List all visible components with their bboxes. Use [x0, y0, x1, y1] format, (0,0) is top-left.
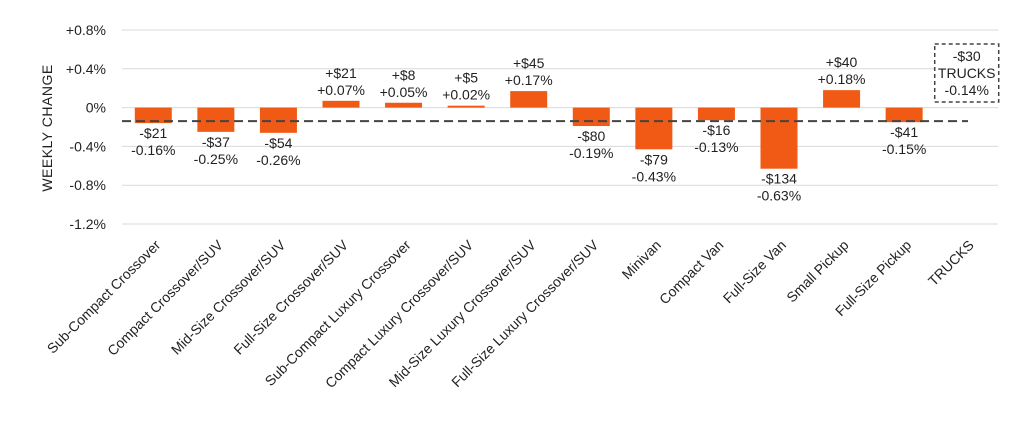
data-label-dollar: +$21 — [325, 65, 357, 81]
trucks-callout-dollar: -$30 — [953, 48, 981, 64]
data-label-pct: -0.16% — [131, 142, 175, 158]
y-tick-label: -0.4% — [69, 138, 106, 154]
data-label-dollar: -$21 — [139, 125, 167, 141]
y-tick-label: +0.8% — [66, 22, 106, 38]
data-label-dollar: -$16 — [702, 122, 730, 138]
data-label-pct: -0.15% — [882, 141, 926, 157]
bar-5 — [447, 105, 485, 108]
data-label-pct: -0.25% — [194, 151, 238, 167]
data-label-dollar: -$54 — [264, 135, 292, 151]
data-label-pct: +0.07% — [317, 82, 365, 98]
y-tick-label: +0.4% — [66, 61, 106, 77]
data-label-pct: +0.18% — [818, 71, 866, 87]
bar-3 — [322, 100, 360, 108]
data-labels: -$21-0.16% -$37-0.25% -$54-0.26% +$21+0.07%… — [131, 54, 926, 204]
data-label-dollar: -$79 — [640, 151, 668, 167]
trucks-callout-name: TRUCKS — [938, 65, 996, 81]
data-label-dollar: -$134 — [761, 171, 797, 187]
data-label-pct: -0.19% — [569, 145, 613, 161]
y-axis-label: WEEKLY CHANGE — [39, 64, 55, 191]
data-label-pct: -0.13% — [694, 139, 738, 155]
bar-7 — [572, 107, 610, 127]
trucks-callout-pct: -0.14% — [945, 82, 989, 98]
category-label: Compact Van — [656, 237, 727, 308]
category-label: Minivan — [619, 237, 664, 282]
bar-6 — [510, 91, 548, 108]
data-label-dollar: -$37 — [202, 134, 230, 150]
category-label: Full-Size Van — [720, 237, 789, 306]
gridlines — [122, 29, 998, 225]
category-label: Compact Crossover/SUV — [104, 236, 226, 358]
bar-4 — [385, 102, 423, 108]
bar-9 — [697, 107, 735, 121]
y-tick-label: 0% — [86, 100, 106, 116]
bar-11 — [823, 90, 861, 108]
data-label-dollar: +$45 — [513, 55, 545, 71]
data-label-pct: +0.17% — [505, 72, 553, 88]
category-label: Sub-Compact Crossover — [44, 237, 164, 357]
data-label-dollar: +$5 — [454, 70, 478, 86]
category-label: TRUCKS — [925, 237, 977, 289]
category-label: Full-Size Crossover/SUV — [230, 236, 351, 357]
y-tick-label: -1.2% — [69, 216, 106, 232]
trucks-callout: -$30 TRUCKS -0.14% — [933, 43, 1000, 103]
data-label-pct: -0.26% — [256, 152, 300, 168]
category-label: Mid-Size Crossover/SUV — [168, 236, 289, 357]
data-label-dollar: +$40 — [826, 54, 858, 70]
data-label-pct: -0.43% — [632, 168, 676, 184]
data-label-dollar: -$41 — [890, 124, 918, 140]
data-label-pct: +0.02% — [442, 87, 490, 103]
bars — [134, 90, 923, 169]
bar-1 — [197, 107, 235, 132]
bar-8 — [635, 107, 673, 150]
data-label-dollar: -$80 — [577, 128, 605, 144]
bar-0 — [134, 107, 172, 124]
data-label-dollar: +$8 — [392, 67, 416, 83]
y-axis-ticks: +0.8% +0.4% 0% -0.4% -0.8% -1.2% — [66, 22, 106, 232]
category-label: Small Pickup — [783, 237, 852, 306]
data-label-pct: -0.63% — [757, 188, 801, 204]
bar-12 — [885, 107, 923, 123]
data-label-pct: +0.05% — [380, 84, 428, 100]
y-tick-label: -0.8% — [69, 177, 106, 193]
trucks-callout-box — [933, 43, 1000, 103]
bar-10 — [760, 107, 798, 169]
